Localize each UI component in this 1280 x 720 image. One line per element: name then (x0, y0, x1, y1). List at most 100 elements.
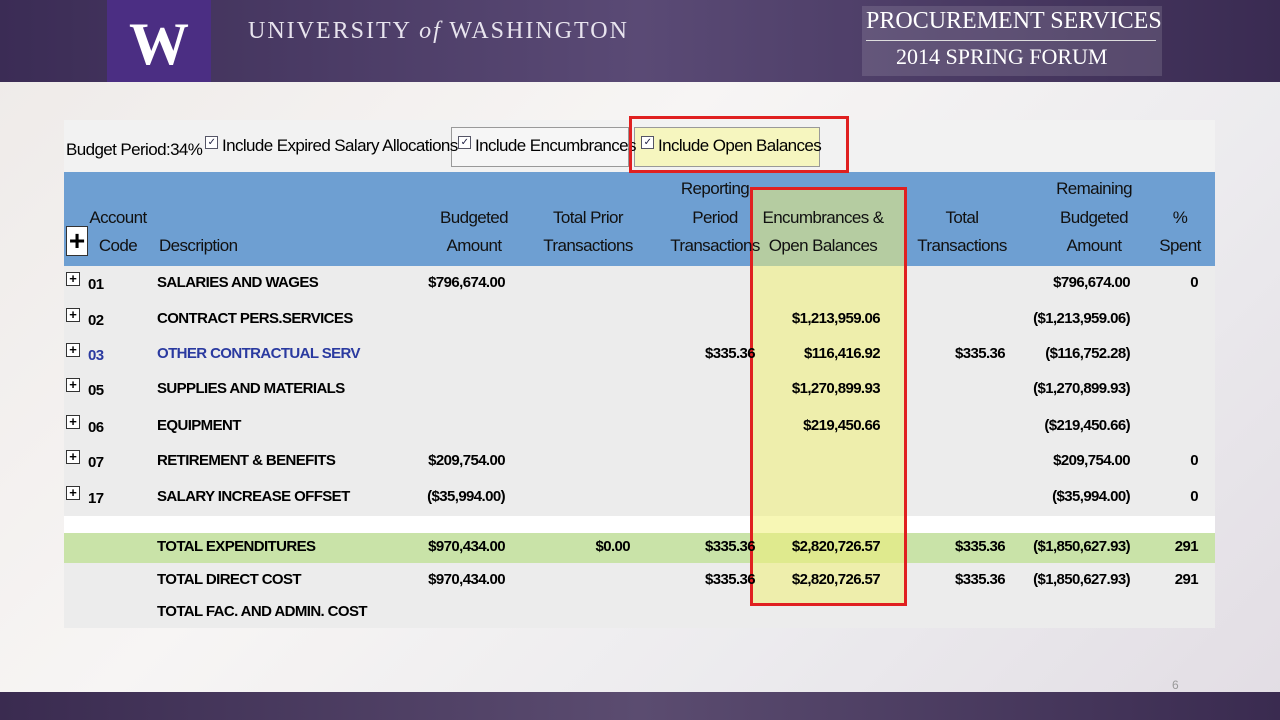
option-label: Include Encumbrances (475, 136, 637, 155)
column-header: Code (98, 236, 138, 255)
table-header (64, 172, 1215, 266)
amount: $335.36 (704, 571, 756, 588)
column-header: Period (692, 207, 738, 227)
amount: $335.36 (954, 571, 1006, 588)
column-header: Total (945, 207, 980, 227)
amount: $0.00 (595, 538, 630, 555)
amount: $970,434.00 (428, 538, 505, 555)
column-header: Amount (1066, 236, 1123, 255)
event-box (862, 6, 1162, 76)
description: OTHER CONTRACTUAL SERV (157, 345, 361, 362)
amount: ($1,270,899.93) (1033, 380, 1131, 397)
total-band (64, 533, 1215, 563)
budget-period: Budget Period:34% (66, 140, 203, 159)
column-header: Open Balances (768, 236, 878, 255)
amount: ($1,850,627.93) (1033, 538, 1131, 555)
column-header: Transactions (543, 236, 633, 255)
event-subtitle: 2014 SPRING FORUM (896, 44, 1108, 69)
university-name: UNIVERSITY of WASHINGTON (248, 18, 629, 45)
option[interactable]: ✓ Include Encumbrances (458, 136, 637, 156)
column-header: Budgeted (440, 207, 509, 227)
description: TOTAL DIRECT COST (157, 571, 302, 588)
highlight-column (750, 187, 907, 606)
footer-band (0, 692, 1280, 720)
amount: $335.36 (704, 345, 756, 362)
amount: ($219,450.66) (1044, 417, 1130, 434)
description: SUPPLIES AND MATERIALS (157, 380, 345, 397)
amount: ($116,752.28) (1045, 345, 1130, 362)
column-header: Reporting (680, 179, 750, 198)
column-header: Remaining (1056, 179, 1132, 198)
page-number: 6 (1172, 678, 1179, 692)
account-code: 01 (88, 276, 104, 293)
expand-row[interactable]: + (66, 272, 80, 286)
column-header: Amount (446, 236, 503, 255)
toggle-box (634, 127, 820, 167)
university-word: WASHINGTON (449, 18, 629, 44)
amount: $796,674.00 (1053, 274, 1130, 291)
column-header: Account (89, 207, 147, 227)
description: TOTAL FAC. AND ADMIN. COST (157, 603, 368, 620)
expand-row[interactable]: + (66, 486, 80, 500)
account-code: 17 (88, 490, 104, 507)
amount: 291 (1174, 571, 1199, 588)
description: SALARIES AND WAGES (157, 274, 319, 291)
amount: $1,270,899.93 (791, 380, 881, 397)
amount: $219,450.66 (803, 417, 880, 434)
option[interactable]: ✓ Include Open Balances (641, 136, 822, 156)
university-word: UNIVERSITY (248, 18, 412, 44)
option[interactable]: ✓ Include Expired Salary Allocations (205, 136, 458, 156)
amount: 0 (1190, 274, 1198, 291)
amount: 291 (1174, 538, 1199, 555)
account-code: 03 (88, 347, 104, 364)
amount: $209,754.00 (1053, 452, 1130, 469)
amount: $1,213,959.06 (791, 310, 881, 327)
amount: $335.36 (954, 345, 1006, 362)
amount: $116,416.92 (804, 345, 881, 362)
option-label: Include Open Balances (658, 136, 822, 155)
expand-row[interactable]: + (66, 415, 80, 429)
column-header: Budgeted (1060, 207, 1129, 227)
logo: W (107, 0, 211, 82)
toggle-box (451, 127, 629, 167)
column-header: Description (159, 236, 238, 255)
description: RETIREMENT & BENEFITS (157, 452, 336, 469)
account-code: 06 (88, 419, 104, 436)
amount: $209,754.00 (428, 452, 505, 469)
expand-row[interactable]: + (66, 343, 80, 357)
amount: ($35,994.00) (427, 488, 505, 505)
expand-row[interactable]: + (66, 308, 80, 322)
expand-all[interactable]: + (66, 226, 88, 256)
expand-row[interactable]: + (66, 450, 80, 464)
amount: 0 (1190, 488, 1198, 505)
description: EQUIPMENT (157, 417, 241, 434)
column-header: Transactions (670, 236, 760, 255)
account-code: 05 (88, 382, 104, 399)
column-header: Transactions (917, 236, 1007, 255)
amount: $796,674.00 (428, 274, 505, 291)
event-title: PROCUREMENT SERVICES (866, 8, 1162, 34)
description: TOTAL EXPENDITURES (157, 538, 316, 555)
column-header: Encumbrances & (762, 207, 884, 227)
amount: $2,820,726.57 (791, 538, 881, 555)
amount: $335.36 (704, 538, 756, 555)
amount: ($35,994.00) (1052, 488, 1130, 505)
spacer (64, 516, 1215, 533)
account-code: 02 (88, 312, 104, 329)
column-header: % (1172, 207, 1188, 227)
expand-row[interactable]: + (66, 378, 80, 392)
amount: $970,434.00 (428, 571, 505, 588)
description: SALARY INCREASE OFFSET (157, 488, 350, 505)
amount: 0 (1190, 452, 1198, 469)
account-code: 07 (88, 454, 104, 471)
description: CONTRACT PERS.SERVICES (157, 310, 353, 327)
option-label: Include Expired Salary Allocations (222, 136, 458, 155)
highlight-option (629, 116, 849, 173)
amount: $2,820,726.57 (791, 571, 881, 588)
event-rule (866, 40, 1156, 41)
amount: ($1,213,959.06) (1033, 310, 1131, 327)
column-header: Spent (1159, 236, 1201, 255)
amount: $335.36 (954, 538, 1006, 555)
column-header: Total Prior (553, 207, 624, 227)
